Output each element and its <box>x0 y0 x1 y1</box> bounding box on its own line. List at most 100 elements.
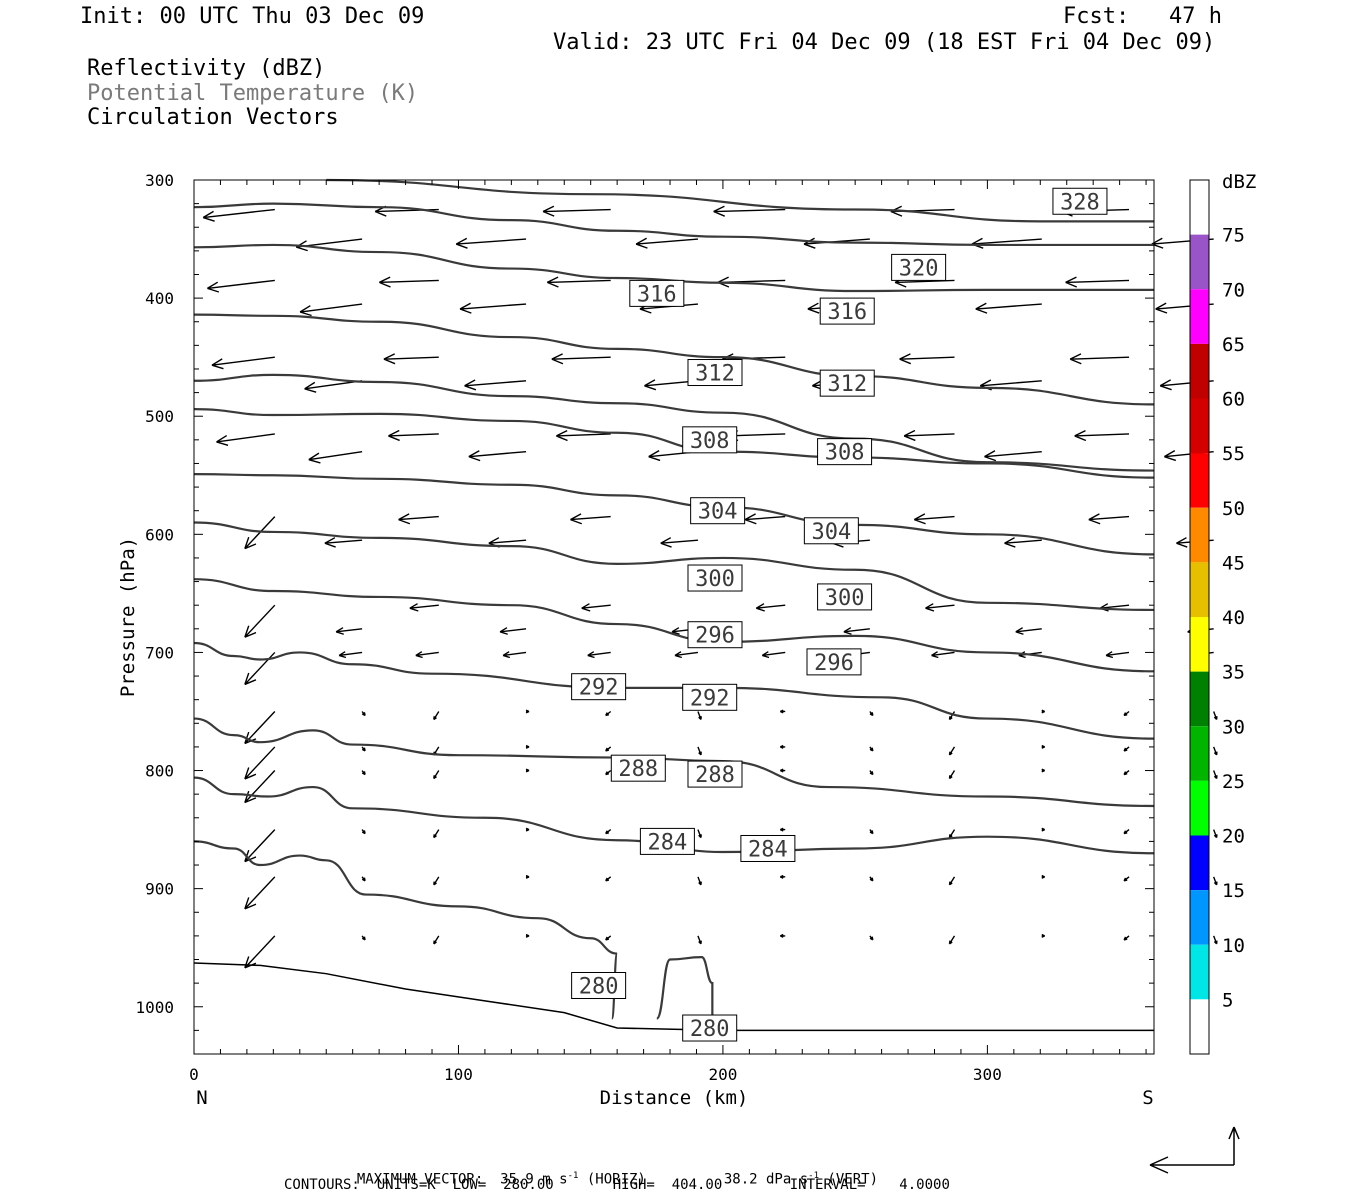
contour-label-box <box>819 369 875 397</box>
colorbar-segment <box>1190 890 1209 945</box>
colorbar-label: 60 <box>1222 389 1245 411</box>
wind-vector <box>338 651 363 659</box>
contour-label-288: 288 <box>695 763 735 788</box>
contour-label-box <box>639 827 695 855</box>
colorbar-segment <box>1190 562 1209 617</box>
colorbar-label: 75 <box>1222 225 1245 247</box>
x-tick-label: 0 <box>189 1065 199 1084</box>
wind-vector <box>761 651 786 659</box>
wind-vector <box>244 746 276 780</box>
wind-vector <box>1213 746 1218 756</box>
wind-vector <box>605 769 612 776</box>
wind-vector <box>211 356 275 370</box>
wind-vector <box>697 829 702 839</box>
colorbar-label: 5 <box>1222 989 1233 1011</box>
colorbar-label: 45 <box>1222 552 1245 574</box>
axes: 300 400 500 600 700 800 900 1000 0 100 200 300 N S Dis… <box>117 171 1154 1109</box>
contour-label-box <box>610 754 666 782</box>
ref-horizontal-arrow <box>1149 1156 1234 1174</box>
wind-vector <box>1123 710 1130 717</box>
wind-vector <box>244 829 276 863</box>
x-tick-label: 100 <box>444 1065 473 1084</box>
colorbar-label: 35 <box>1222 662 1245 684</box>
theta-contour-304 <box>193 472 1155 556</box>
colorbar-segment <box>1190 671 1209 727</box>
wind-vector <box>525 933 530 938</box>
valid-time: Valid: 23 UTC Fri 04 Dec 09 (18 EST Fri … <box>553 30 1216 55</box>
wind-vector <box>1213 770 1218 780</box>
colorbar-segment <box>1190 726 1209 781</box>
wind-vector <box>605 935 612 941</box>
wind-vector <box>1041 709 1046 714</box>
wind-vector <box>207 279 275 293</box>
wind-vector <box>464 379 527 391</box>
wind-vector <box>744 513 786 525</box>
contour-label-292: 292 <box>690 686 730 711</box>
wind-vector <box>1041 874 1046 879</box>
contour-label-box <box>1052 187 1108 215</box>
wind-vector <box>713 205 786 217</box>
colorbar-segment <box>1190 780 1209 836</box>
wind-vector <box>1123 829 1130 835</box>
contour-label-box <box>687 621 743 649</box>
contour-label-box <box>682 683 738 711</box>
wind-vector <box>502 651 527 659</box>
wind-vector <box>948 876 956 886</box>
wind-vector <box>779 768 786 773</box>
wind-vector <box>244 876 276 910</box>
y-tick-label: 700 <box>145 643 174 662</box>
wind-vector <box>697 711 702 720</box>
theta-contour-308 <box>193 408 1155 479</box>
contour-label-box <box>819 297 875 325</box>
wind-vector <box>244 935 276 969</box>
contour-label-296: 296 <box>814 651 854 676</box>
contour-label-box <box>571 673 627 701</box>
wind-vector <box>605 829 612 835</box>
colorbar-border <box>1189 179 1210 1055</box>
x-axis-title: Distance (km) <box>600 1087 749 1109</box>
wind-vector <box>931 651 955 659</box>
contour-label-box <box>740 834 796 862</box>
theta-contours <box>193 178 1155 1032</box>
wind-vector <box>948 770 956 780</box>
wind-vector <box>379 276 439 288</box>
wind-vector <box>244 604 276 638</box>
theta-contour-312 <box>193 373 1155 472</box>
contour-label-304: 304 <box>811 520 851 545</box>
colorbar-segment <box>1190 507 1209 563</box>
horiz-tag: (HORIZ) <box>578 1171 646 1188</box>
contour-label-296: 296 <box>695 624 735 649</box>
wind-vector <box>779 874 786 879</box>
contour-label-280: 280 <box>579 974 619 999</box>
colorbar-segment <box>1190 453 1209 508</box>
wind-vector <box>546 276 611 288</box>
colorbar-label: 10 <box>1222 935 1245 957</box>
y-tick-label: 900 <box>145 880 174 899</box>
y-axis-title: Pressure (hPa) <box>117 537 139 697</box>
field-theta: Potential Temperature (K) <box>87 81 419 106</box>
wind-vector <box>525 874 530 879</box>
wind-vector <box>779 933 786 938</box>
wind-vector <box>779 827 786 832</box>
wind-vector <box>755 603 786 612</box>
wind-vector <box>1041 768 1046 773</box>
wind-vector <box>1041 744 1046 749</box>
wind-vector <box>433 829 440 839</box>
contour-label-box <box>806 648 862 676</box>
wind-vector <box>1074 429 1130 442</box>
wind-vector <box>899 353 955 365</box>
unit-exp-1: -1 <box>567 1171 579 1181</box>
wind-vector <box>551 353 611 365</box>
wind-vector <box>903 429 955 442</box>
colorbar-label: 20 <box>1222 826 1245 848</box>
wind-vector <box>925 603 955 612</box>
wind-vector <box>299 303 363 317</box>
theta-contour-316 <box>193 313 1155 406</box>
x-tick-label: 200 <box>708 1065 737 1084</box>
right-endpoint-label: S <box>1142 1087 1153 1109</box>
theta-contour-288 <box>193 717 1155 808</box>
wind-vector <box>361 876 366 882</box>
wind-vector <box>605 710 612 717</box>
wind-vector <box>525 827 530 832</box>
wind-vector <box>398 513 439 525</box>
